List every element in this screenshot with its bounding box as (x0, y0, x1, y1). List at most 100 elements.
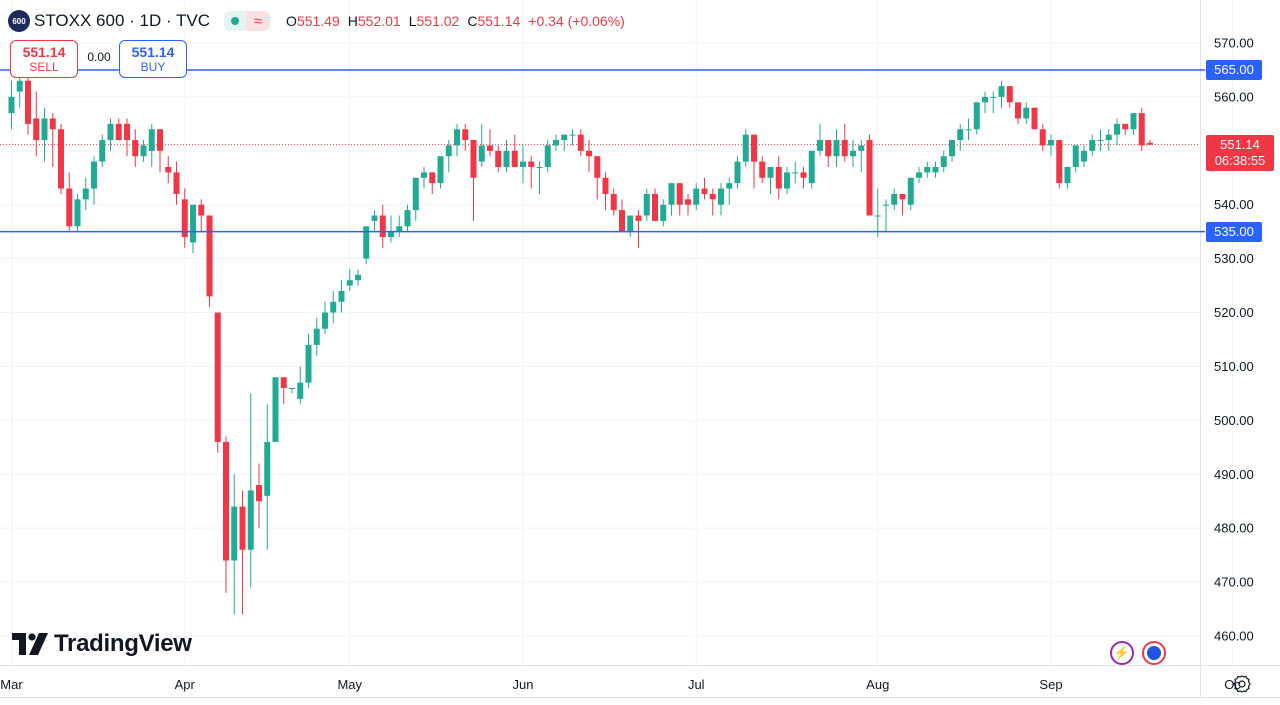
time-tick-label: Sep (1039, 677, 1062, 692)
candle-body (709, 193, 716, 200)
candle-body (767, 166, 774, 178)
candle-body (586, 150, 592, 157)
candle-body (1114, 123, 1120, 135)
candle-body (693, 188, 700, 205)
candle-body (33, 118, 40, 141)
candle-body (297, 382, 304, 399)
candle-body (1081, 150, 1087, 162)
candle-body (487, 145, 493, 151)
status-pill[interactable]: ≈ (224, 11, 271, 31)
candle-body (643, 193, 650, 216)
candle-body (1006, 86, 1013, 103)
tradingview-logo-icon (12, 633, 48, 655)
candle-body (140, 145, 147, 157)
high-label: H (347, 13, 358, 29)
sell-label: SELL (29, 59, 59, 74)
candle-body (553, 140, 559, 146)
sell-price: 551.14 (22, 43, 66, 60)
candle-body (957, 129, 964, 141)
candle-body (16, 80, 23, 92)
candle-body (932, 166, 939, 173)
candle-body (808, 150, 815, 184)
tradingview-logo-text: TradingView (54, 630, 192, 657)
time-tick-label: Jun (513, 677, 534, 692)
candle-body (190, 204, 196, 243)
candle-body (25, 80, 31, 124)
sell-button[interactable]: 551.14 SELL (10, 40, 78, 78)
candle-body (1064, 166, 1071, 184)
candle-body (528, 161, 535, 167)
candle-body (635, 215, 642, 221)
candle-body (165, 166, 172, 173)
last-price-tag: 551.14 06:38:55 (1206, 135, 1274, 171)
candle-body (404, 210, 411, 227)
candle-body (132, 140, 139, 157)
candle-body (874, 215, 881, 217)
candle-body (602, 177, 609, 194)
candle-body (1015, 102, 1021, 119)
candle-body (74, 199, 81, 227)
symbol-logo-icon[interactable]: 600 (8, 10, 30, 32)
candle-body (231, 506, 238, 561)
candle-body (470, 140, 477, 178)
candle-body (305, 344, 312, 383)
candle-body (495, 150, 502, 167)
buy-price: 551.14 (131, 43, 175, 60)
candle-body (322, 312, 328, 329)
candle-body (982, 96, 988, 103)
candle-body (668, 183, 675, 205)
candle-body (726, 183, 733, 189)
candle-body (891, 193, 898, 205)
candle-body (916, 172, 922, 178)
hline-565-price-tag[interactable]: 565.00 (1206, 59, 1262, 80)
last-price-value: 551.14 (1220, 137, 1260, 152)
candle-body (214, 312, 221, 442)
tradingview-logo[interactable]: TradingView (12, 630, 192, 658)
low-value: 551.02 (416, 13, 460, 29)
candle-body (734, 161, 741, 184)
candle-body (429, 172, 436, 184)
symbol-title[interactable]: STOXX 600 · 1D · TVC (34, 11, 211, 30)
candle-body (858, 145, 865, 151)
candle-body (462, 129, 469, 141)
candle-body (99, 140, 106, 162)
candle-body (561, 134, 568, 141)
candle-body (115, 123, 122, 141)
hline-535-price-tag[interactable]: 535.00 (1206, 221, 1262, 242)
candle-body (1048, 140, 1054, 146)
candle-body (627, 215, 634, 232)
candle-body (751, 134, 757, 162)
bolt-icon[interactable]: ⚡ (1110, 641, 1134, 665)
candle-body (371, 215, 378, 221)
time-tick-label: Aug (866, 677, 889, 692)
candle-body (49, 118, 56, 130)
data-delay-icon: ≈ (246, 11, 271, 31)
gear-icon[interactable] (1232, 674, 1252, 694)
candle-body (421, 172, 427, 178)
price-tick-label: 560.00 (1214, 89, 1254, 104)
candle-body (924, 166, 931, 173)
spread-value: 0.00 (87, 50, 111, 64)
globe-icon[interactable] (1142, 641, 1166, 665)
candle-body (1072, 145, 1079, 167)
candle-body (940, 156, 947, 167)
price-tick-label: 490.00 (1214, 467, 1254, 482)
candle-body (256, 485, 262, 502)
candle-body (841, 140, 848, 157)
candle-body (883, 204, 889, 206)
candle-body (511, 150, 518, 167)
buy-button[interactable]: 551.14 BUY (119, 40, 187, 78)
candle-body (784, 172, 790, 189)
candle-body (685, 199, 691, 205)
price-tick-label: 470.00 (1214, 575, 1254, 590)
candle-body (198, 204, 205, 216)
candle-body (998, 86, 1005, 97)
bar-countdown: 06:38:55 (1214, 153, 1266, 168)
candle-body (619, 210, 625, 232)
candle-body (866, 140, 873, 216)
candle-body (503, 150, 510, 167)
candle-body (973, 102, 980, 130)
candle-body (107, 123, 114, 141)
candle-body (124, 123, 130, 141)
